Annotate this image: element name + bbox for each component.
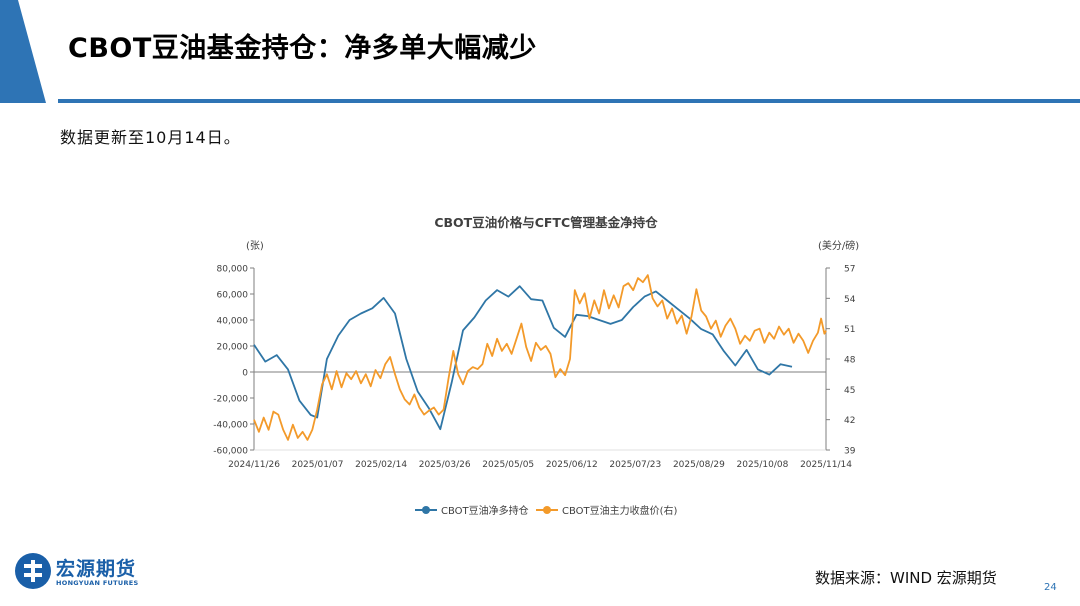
x-tick-label: 2025/03/26 (419, 460, 471, 470)
legend-net-long-label: CBOT豆油净多持仓 (441, 504, 529, 517)
y-right-axis-label: (美分/磅) (818, 239, 859, 252)
y-right-tick-label: 54 (844, 295, 856, 305)
x-tick-label: 2025/11/14 (800, 460, 852, 470)
y-left-axis-label: (张) (246, 240, 264, 252)
y-left-tick-label: 40,000 (217, 317, 249, 327)
legend-net-long-marker (422, 506, 430, 514)
logo-name-en: HONGYUAN FUTURES (56, 579, 139, 587)
x-tick-label: 2025/01/07 (292, 460, 344, 470)
y-left-tick-label: 20,000 (217, 343, 249, 353)
y-right-tick-label: 45 (844, 386, 855, 396)
series-line-net-long (253, 285, 793, 431)
x-tick-label: 2025/10/08 (737, 460, 789, 470)
company-logo: 宏源期货 HONGYUAN FUTURES (14, 552, 149, 592)
y-right-tick-label: 42 (844, 416, 855, 426)
y-right-tick-label: 57 (844, 265, 855, 275)
x-tick-label: 2025/07/23 (609, 460, 661, 470)
x-tick-label: 2025/08/29 (673, 460, 725, 470)
x-tick-label: 2025/05/05 (482, 460, 534, 470)
data-source: 数据来源：WIND 宏源期货 (815, 569, 997, 587)
title-divider (58, 99, 1080, 103)
page-number: 24 (1044, 582, 1057, 593)
y-left-tick-label: 60,000 (217, 291, 249, 301)
y-left-tick-label: 0 (242, 369, 248, 379)
y-left-tick-label: -20,000 (213, 395, 248, 405)
x-tick-label: 2025/02/14 (355, 460, 407, 470)
chart-title: CBOT豆油价格与CFTC管理基金净持仓 (434, 215, 658, 230)
y-right-tick-label: 39 (844, 447, 856, 457)
y-left-tick-label: -40,000 (213, 421, 248, 431)
y-left-tick-label: 80,000 (217, 265, 249, 275)
y-left-tick-label: -60,000 (213, 447, 248, 457)
update-note: 数据更新至10月14日。 (60, 128, 241, 147)
legend-price-label: CBOT豆油主力收盘价(右) (562, 504, 678, 517)
series-line-price (253, 274, 827, 441)
y-right-tick-label: 48 (844, 356, 856, 366)
legend-price-marker (543, 506, 551, 514)
x-tick-label: 2024/11/26 (228, 460, 280, 470)
legend: CBOT豆油净多持仓 CBOT豆油主力收盘价(右) (415, 504, 678, 517)
corner-stripe-decoration (0, 0, 46, 103)
logo-emblem-icon (15, 553, 51, 589)
page-title: CBOT豆油基金持仓：净多单大幅减少 (68, 33, 537, 64)
x-tick-label: 2025/06/12 (546, 460, 598, 470)
logo-name-cn: 宏源期货 (56, 558, 137, 580)
y-right-tick-label: 51 (844, 325, 855, 335)
